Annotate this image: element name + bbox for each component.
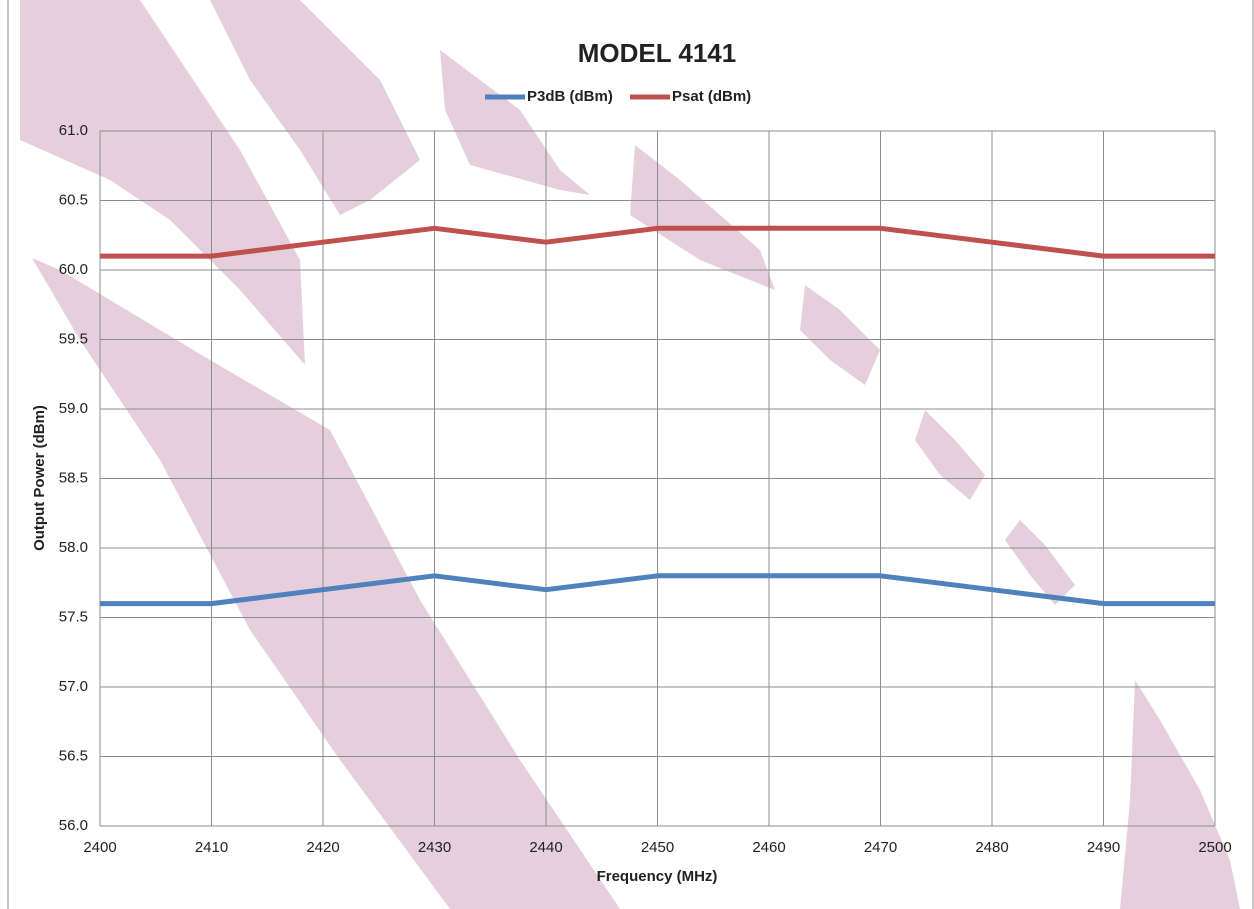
y-tick-label: 58.0 <box>59 539 88 556</box>
y-tick-label: 58.5 <box>59 469 88 486</box>
x-tick-label: 2490 <box>1087 839 1120 856</box>
y-axis-label: Output Power (dBm) <box>31 405 48 551</box>
y-tick-label: 57.0 <box>59 678 88 695</box>
x-tick-label: 2450 <box>641 839 674 856</box>
y-tick-label: 57.5 <box>59 608 88 625</box>
y-tick-label: 59.0 <box>59 400 88 417</box>
x-tick-label: 2480 <box>975 839 1008 856</box>
x-tick-label: 2430 <box>418 839 451 856</box>
x-tick-label: 2500 <box>1198 839 1231 856</box>
x-tick-label: 2410 <box>195 839 228 856</box>
x-tick-label: 2400 <box>83 839 116 856</box>
x-tick-label: 2470 <box>864 839 897 856</box>
y-tick-label: 60.0 <box>59 261 88 278</box>
y-tick-label: 60.5 <box>59 191 88 208</box>
y-tick-label: 56.0 <box>59 817 88 834</box>
chart-title: MODEL 4141 <box>578 38 736 68</box>
legend-label: Psat (dBm) <box>672 88 751 105</box>
chart: MODEL 4141 Frequency (MHz) Output Power … <box>0 0 1254 909</box>
y-tick-label: 56.5 <box>59 747 88 764</box>
x-tick-label: 2420 <box>306 839 339 856</box>
x-tick-label: 2440 <box>529 839 562 856</box>
x-tick-label: 2460 <box>752 839 785 856</box>
y-tick-label: 59.5 <box>59 330 88 347</box>
y-tick-label: 61.0 <box>59 122 88 139</box>
x-axis-label: Frequency (MHz) <box>597 868 718 885</box>
legend-label: P3dB (dBm) <box>527 88 613 105</box>
